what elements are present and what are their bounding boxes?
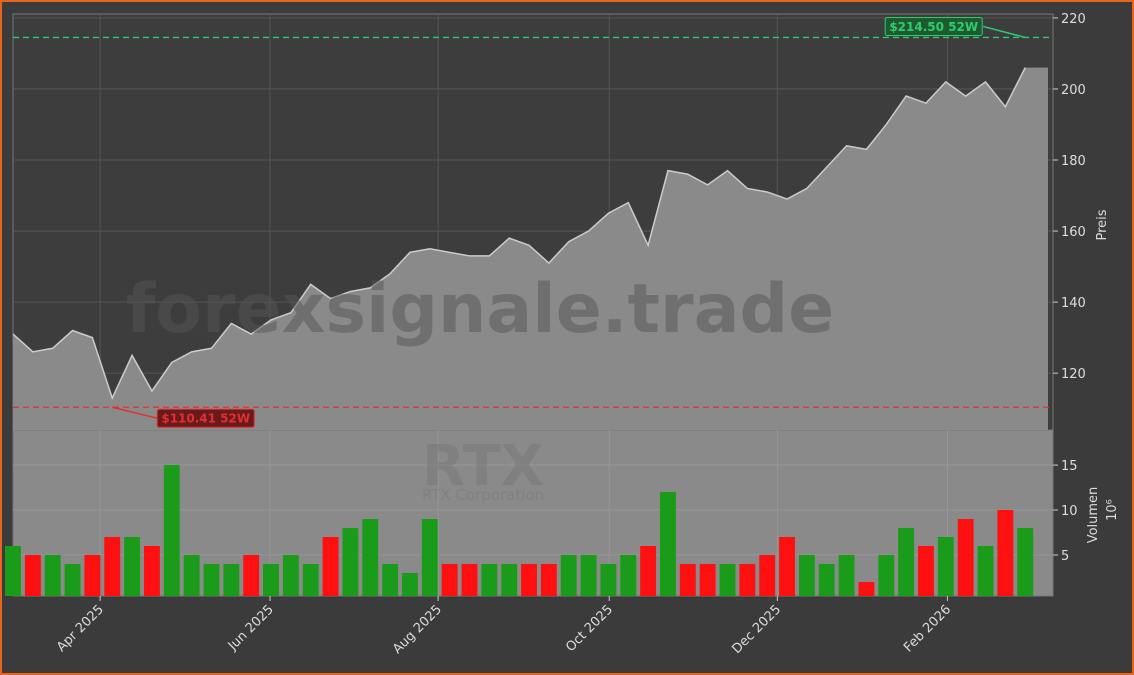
volume-bar [64,563,81,596]
volume-bar [302,563,319,596]
volume-bar [44,554,61,596]
volume-bar [461,563,478,596]
annotation-arrow [983,25,1026,39]
annotation-box [156,408,255,428]
volume-bar [24,554,41,596]
volume-bar [382,563,399,596]
volume-bar [838,554,855,596]
volume-bar [779,537,795,596]
volume-bar [143,546,160,596]
volume-bar [699,563,716,596]
volume-bar [402,572,418,596]
volume-bar [997,510,1014,596]
plot [5,67,1048,596]
annotation-box [884,16,983,36]
volume-bar [759,554,776,596]
y-tick-label: 120 [1061,367,1086,382]
volume-bar [580,554,597,596]
annotation-label: $110.41 52W [161,412,250,426]
price-area [13,67,1048,431]
volume-bar [441,563,458,596]
volume-bar [660,492,676,596]
volume-bar [104,537,121,596]
y2-tick-label: 15 [1061,459,1078,474]
volume-bar [1017,528,1034,596]
volume-bar [918,546,934,596]
volume-bar [163,465,180,596]
volume-bar [679,563,696,596]
volume-bar [937,537,954,596]
volume-bar [719,563,736,596]
volume-bar [739,563,756,596]
y2-tick-label: 10 [1061,504,1078,519]
volume-bar [898,528,915,596]
volume-bar [5,546,21,596]
y-tick-label: 160 [1061,225,1086,240]
volume-bar [521,563,537,596]
volume-bar [560,554,577,596]
volume-bar [124,537,141,596]
volume-bar [540,563,557,596]
company-watermark: RTX Corporation [422,486,544,504]
y-tick-label: 200 [1061,83,1086,98]
price-line [12,67,1026,401]
volume-bar [84,554,101,596]
ticker-watermark: RTX [422,434,544,499]
y2-axis-unit: 10⁶ [1105,499,1120,521]
volume-bar [957,519,974,596]
volume-bar [640,546,657,596]
volume-bar [481,563,498,596]
volume-bar [421,519,438,596]
volume-bar [223,563,240,596]
annotation-label: $214.50 52W [889,20,978,34]
y-tick-label: 140 [1061,296,1086,311]
volume-bar [620,554,637,596]
volume-bar [977,546,994,596]
y-tick-label: 220 [1061,12,1086,27]
volume-bar [501,563,518,596]
y2-tick-label: 5 [1061,549,1069,564]
volume-bar [342,528,359,596]
volume-bar [282,554,299,596]
volume-bar [183,554,200,596]
volume-bar [203,563,220,596]
y-tick-label: 180 [1061,154,1086,169]
y-axis-label: Preis [1095,209,1110,240]
volume-bar [263,563,279,596]
y2-axis-label: Volumen [1086,487,1101,544]
volume-bar [878,554,895,596]
volume-bar [243,554,260,596]
annotation-arrow [112,406,158,419]
volume-bar [600,563,617,596]
volume-bar [858,581,875,596]
volume-bar [798,554,815,596]
volume-bar [362,519,379,596]
volume-bar [818,563,835,596]
volume-bar [322,537,339,596]
watermark: forexsignale.trade [126,270,835,349]
